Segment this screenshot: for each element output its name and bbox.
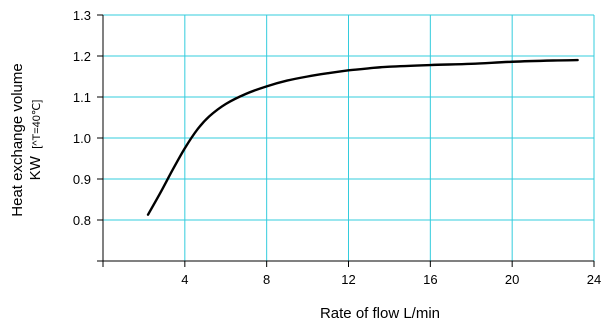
y-tick-label: 1.2 <box>73 49 91 64</box>
x-axis-title: Rate of flow L/min <box>320 305 440 322</box>
x-tick-label: 16 <box>423 272 437 287</box>
x-tick-label: 8 <box>263 272 270 287</box>
y-axis-condition: [^T=40℃] <box>31 100 43 149</box>
svg-text:KW [^T=40℃]: KW [^T=40℃] <box>27 100 44 181</box>
x-tick-label: 20 <box>505 272 519 287</box>
x-tick-label: 12 <box>341 272 355 287</box>
y-axis-title: Heat exchange volume <box>9 63 26 216</box>
axis-layer <box>97 14 595 267</box>
grid-layer <box>103 14 595 261</box>
series-layer <box>146 58 579 216</box>
x-tick-label: 24 <box>587 272 601 287</box>
y-tick-label: 1.3 <box>73 8 91 23</box>
y-tick-label: 0.8 <box>73 213 91 228</box>
heat-exchange-series-line <box>146 58 579 216</box>
label-layer: 4 8 12 16 20 24 0.8 0.9 1.0 1.1 1.2 1.3 <box>73 8 601 287</box>
y-axis-subtitle: KW [^T=40℃] <box>27 100 44 181</box>
y-tick-label: 1.1 <box>73 90 91 105</box>
y-axis-unit: KW <box>27 155 44 180</box>
y-tick-label: 0.9 <box>73 172 91 187</box>
y-tick-label: 1.0 <box>73 131 91 146</box>
x-tick-label: 4 <box>181 272 188 287</box>
